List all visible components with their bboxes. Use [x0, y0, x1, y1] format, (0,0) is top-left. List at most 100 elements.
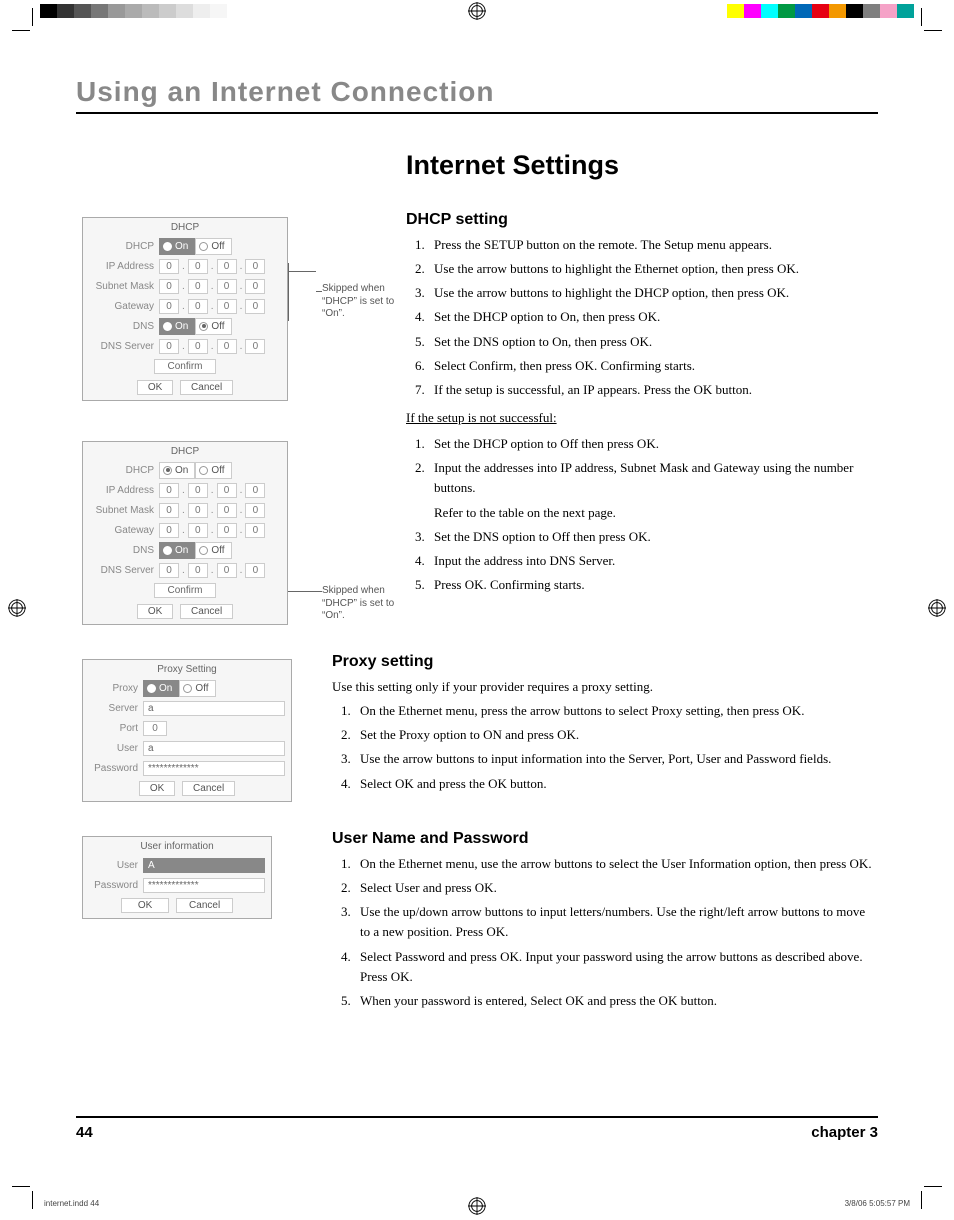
dns-on-radio[interactable]: On: [159, 542, 195, 559]
trim-mark: [924, 1186, 942, 1187]
list-item: Set the DHCP option to On, then press OK…: [428, 307, 878, 327]
list-item: Input the addresses into IP address, Sub…: [428, 458, 878, 498]
label-dns: DNS: [83, 321, 159, 332]
callout-line: [288, 271, 316, 272]
confirm-button[interactable]: Confirm: [154, 359, 215, 374]
ok-button[interactable]: OK: [121, 898, 169, 913]
chapter-label: chapter 3: [811, 1124, 878, 1141]
user-heading: User Name and Password: [332, 830, 878, 848]
dhcp-panel-2: DHCP DHCP On Off IP Address0.0.0.0Subnet…: [82, 441, 288, 625]
trim-mark: [921, 8, 922, 26]
list-item: Select Confirm, then press OK. Confirmin…: [428, 356, 878, 376]
user-steps: On the Ethernet menu, use the arrow butt…: [332, 854, 878, 1011]
radio-label: Off: [211, 545, 224, 556]
list-item: Set the DHCP option to Off then press OK…: [428, 434, 878, 454]
cancel-button[interactable]: Cancel: [176, 898, 233, 913]
radio-label: Off: [211, 465, 224, 476]
dhcp-on-radio[interactable]: On: [159, 238, 195, 255]
list-item: Set the DNS option to Off then press OK.: [428, 527, 878, 547]
callout-text: Skipped when “DHCP” is set to “On”.: [322, 283, 404, 321]
panel-title: DHCP: [83, 442, 287, 460]
password-field[interactable]: *************: [143, 878, 265, 893]
label-ip: Subnet Mask: [83, 281, 159, 292]
cancel-button[interactable]: Cancel: [180, 380, 233, 395]
ip-field[interactable]: 0.0.0.0: [159, 503, 287, 518]
cancel-button[interactable]: Cancel: [182, 781, 235, 796]
fail-heading: If the setup is not successful:: [406, 408, 878, 428]
proxy-panel: Proxy Setting Proxy On Off Servera Port0…: [82, 659, 292, 802]
cancel-button[interactable]: Cancel: [180, 604, 233, 619]
radio-label: Off: [195, 683, 208, 694]
radio-label: Off: [211, 321, 224, 332]
list-item: Set the DNS option to On, then press OK.: [428, 332, 878, 352]
list-item: Use the arrow buttons to highlight the E…: [428, 259, 878, 279]
ok-button[interactable]: OK: [137, 604, 173, 619]
trim-mark: [921, 1191, 922, 1209]
list-item: Select Password and press OK. Input your…: [354, 947, 878, 987]
proxy-steps: On the Ethernet menu, press the arrow bu…: [332, 701, 878, 794]
list-item: Set the Proxy option to ON and press OK.: [354, 725, 878, 745]
ip-field[interactable]: 0.0.0.0: [159, 279, 287, 294]
dhcp-panel-1: DHCP DHCP On Off IP Address0.0.0.0Subnet…: [82, 217, 288, 401]
dns-off-radio[interactable]: Off: [195, 542, 231, 559]
label-user: User: [83, 860, 143, 871]
ok-button[interactable]: OK: [139, 781, 175, 796]
list-item: On the Ethernet menu, press the arrow bu…: [354, 701, 878, 721]
dhcp-off-radio[interactable]: Off: [195, 238, 231, 255]
dhcp-on-radio[interactable]: On: [159, 462, 195, 479]
registration-mark-bottom: [468, 1197, 486, 1215]
dns-server-ip[interactable]: 0.0.0.0: [159, 339, 287, 354]
proxy-on-radio[interactable]: On: [143, 680, 179, 697]
list-item: Select OK and press the OK button.: [354, 774, 878, 794]
list-item: If the setup is successful, an IP appear…: [428, 380, 878, 400]
dhcp-heading: DHCP setting: [406, 211, 878, 229]
page-title: Internet Settings: [406, 150, 878, 181]
page-footer: 44 chapter 3: [76, 1116, 878, 1141]
dhcp-fail-steps: Set the DHCP option to Off then press OK…: [406, 434, 878, 595]
panel-title: User information: [83, 837, 271, 855]
label-dns-server: DNS Server: [83, 341, 159, 352]
list-item: Input the address into DNS Server.: [428, 551, 878, 571]
radio-label: On: [175, 241, 188, 252]
list-item: Press the SETUP button on the remote. Th…: [428, 235, 878, 255]
trim-mark: [12, 30, 30, 31]
ip-field[interactable]: 0.0.0.0: [159, 299, 287, 314]
registration-mark-right: [928, 599, 946, 617]
dhcp-steps: Press the SETUP button on the remote. Th…: [406, 235, 878, 400]
dns-off-radio[interactable]: Off: [195, 318, 231, 335]
label-user: User: [83, 743, 143, 754]
ip-field[interactable]: 0.0.0.0: [159, 259, 287, 274]
radio-label: On: [175, 545, 188, 556]
confirm-button[interactable]: Confirm: [154, 583, 215, 598]
radio-label: On: [159, 683, 172, 694]
server-field[interactable]: a: [143, 701, 285, 716]
label-dhcp: DHCP: [83, 465, 159, 476]
list-item: On the Ethernet menu, use the arrow butt…: [354, 854, 878, 874]
chapter-title: Using an Internet Connection: [76, 76, 878, 114]
radio-label: Off: [211, 241, 224, 252]
label-dns-server: DNS Server: [83, 565, 159, 576]
dhcp-off-radio[interactable]: Off: [195, 462, 231, 479]
radio-label: On: [175, 465, 188, 476]
color-bar-left: [40, 4, 244, 18]
proxy-off-radio[interactable]: Off: [179, 680, 215, 697]
ip-field[interactable]: 0.0.0.0: [159, 483, 287, 498]
port-field[interactable]: 0: [143, 721, 167, 736]
trim-mark: [924, 30, 942, 31]
label-proxy: Proxy: [83, 683, 143, 694]
list-item: Press OK. Confirming starts.: [428, 575, 878, 595]
user-field[interactable]: A: [143, 858, 265, 873]
list-item: Use the arrow buttons to highlight the D…: [428, 283, 878, 303]
radio-label: On: [175, 321, 188, 332]
dns-on-radio[interactable]: On: [159, 318, 195, 335]
ok-button[interactable]: OK: [137, 380, 173, 395]
label-password: Password: [83, 763, 143, 774]
trim-mark: [32, 1191, 33, 1209]
ip-field[interactable]: 0.0.0.0: [159, 523, 287, 538]
list-item: When your password is entered, Select OK…: [354, 991, 878, 1011]
user-field[interactable]: a: [143, 741, 285, 756]
label-server: Server: [83, 703, 143, 714]
password-field[interactable]: *************: [143, 761, 285, 776]
dns-server-ip[interactable]: 0.0.0.0: [159, 563, 287, 578]
label-dns: DNS: [83, 545, 159, 556]
